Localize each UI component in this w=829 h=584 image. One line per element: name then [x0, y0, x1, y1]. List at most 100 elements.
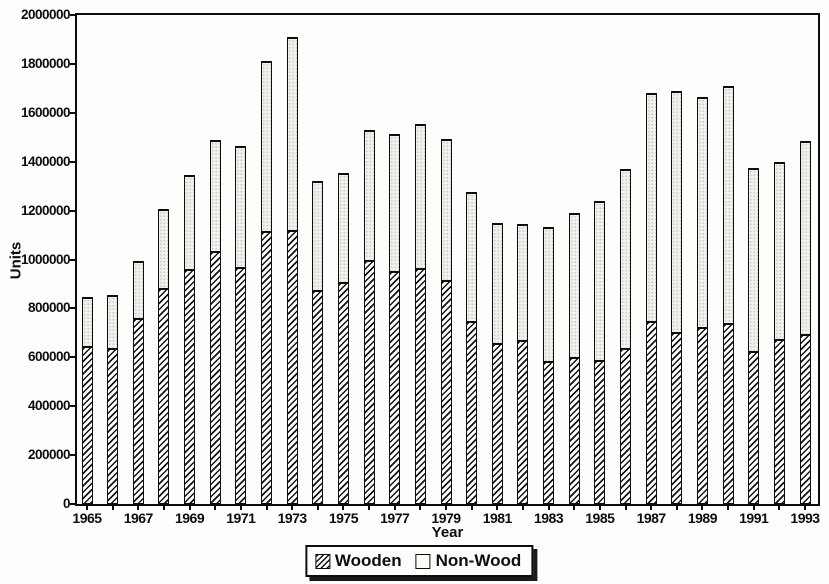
bar-segment-wooden: [440, 280, 452, 504]
y-tick-label: 600000: [27, 349, 71, 365]
x-axis-tick: [368, 506, 371, 510]
y-tick-label: 800000: [27, 300, 71, 316]
bar-segment-wooden: [209, 250, 221, 504]
x-tick-label: 1977: [380, 510, 410, 526]
x-axis-tick: [393, 506, 396, 510]
bar-segment-wooden: [286, 230, 298, 504]
stacked-bar-1971: [235, 145, 247, 504]
stacked-bar-1968: [158, 209, 170, 504]
x-axis-tick: [214, 506, 217, 510]
bar-segment-wooden: [645, 320, 657, 504]
bar-segment-wooden: [107, 347, 119, 504]
bar-segment-nonwood: [107, 294, 119, 348]
x-axis-tick: [342, 506, 345, 510]
bar-segment-nonwood: [696, 96, 708, 327]
x-axis-tick: [675, 506, 678, 510]
x-axis-tick: [239, 506, 242, 510]
x-tick-label: 1987: [636, 510, 667, 526]
bar-segment-nonwood: [414, 123, 426, 269]
bar-segment-wooden: [337, 281, 349, 504]
bar-segment-nonwood: [312, 181, 324, 291]
x-tick-label: 1967: [123, 510, 154, 526]
bar-segment-nonwood: [722, 85, 734, 324]
bar-segment-nonwood: [132, 260, 144, 319]
x-axis-tick: [316, 506, 319, 510]
y-axis-tick: [70, 160, 75, 163]
y-axis-tick: [70, 503, 75, 505]
bar-segment-nonwood: [363, 129, 375, 260]
bar-segment-nonwood: [440, 138, 452, 281]
y-tick-label: 0: [62, 496, 71, 511]
y-axis-tick: [70, 14, 75, 16]
y-axis-tick: [70, 405, 75, 408]
x-axis-tick: [188, 506, 191, 510]
stacked-bar-1976: [363, 129, 375, 504]
stacked-bar-1985: [594, 200, 606, 504]
x-axis-tick: [598, 506, 601, 510]
y-axis-tick: [70, 209, 75, 212]
stacked-bar-1965: [81, 297, 93, 504]
x-tick-label: 1983: [533, 510, 564, 526]
x-tick-label: 1965: [72, 510, 102, 526]
bar-segment-nonwood: [184, 175, 196, 270]
x-axis-tick: [752, 506, 755, 510]
legend-item-nonwood: Non-Wood: [415, 551, 522, 571]
bar-segment-nonwood: [799, 140, 811, 335]
x-axis-tick: [573, 506, 576, 510]
x-axis-tick: [419, 506, 422, 510]
legend-label-nonwood: Non-Wood: [435, 551, 522, 570]
x-axis-tick: [650, 506, 653, 510]
bar-segment-wooden: [543, 360, 555, 504]
bar-segment-wooden: [696, 326, 708, 504]
stacked-bar-1983: [543, 226, 555, 504]
legend-label-wooden: Wooden: [334, 551, 402, 570]
x-axis-tick: [137, 506, 140, 510]
bar-segment-wooden: [517, 340, 529, 504]
bar-segment-wooden: [235, 266, 247, 504]
x-axis-tick: [624, 506, 627, 510]
x-tick-label: 1971: [226, 510, 256, 526]
bar-segment-nonwood: [261, 61, 272, 232]
x-axis-tick: [496, 506, 499, 510]
bar-segment-wooden: [389, 270, 401, 504]
bar-segment-nonwood: [158, 209, 170, 288]
x-axis-tick: [701, 506, 704, 510]
y-tick-label: 1000000: [20, 251, 71, 267]
bar-segment-nonwood: [568, 213, 580, 358]
bar-segment-nonwood: [209, 139, 221, 251]
y-axis-tick: [70, 307, 75, 310]
bar-segment-nonwood: [466, 192, 478, 321]
bar-segment-nonwood: [620, 169, 631, 348]
y-axis-tick: [70, 454, 75, 457]
legend-item-wooden: Wooden: [314, 551, 402, 571]
y-axis-tick: [70, 111, 75, 114]
y-tick-label: 1200000: [20, 202, 71, 218]
stacked-bar-1986: [620, 169, 631, 504]
bar-segment-nonwood: [748, 167, 760, 352]
y-tick-label: 1800000: [20, 55, 71, 71]
bar-segment-wooden: [132, 318, 144, 504]
y-tick-label: 200000: [27, 447, 71, 463]
x-axis-tick: [265, 506, 268, 510]
stacked-bar-1987: [645, 93, 657, 504]
bar-segment-wooden: [594, 359, 606, 504]
y-axis-tick: [70, 258, 75, 261]
stacked-bar-1988: [671, 90, 683, 504]
stacked-bar-1974: [312, 181, 324, 504]
stacked-bar-1979: [440, 138, 452, 504]
x-tick-label: 1973: [277, 510, 308, 526]
x-axis-tick: [778, 506, 781, 510]
y-axis-tick: [70, 356, 75, 359]
stacked-bar-1975: [337, 172, 349, 504]
y-tick-label: 400000: [27, 398, 71, 414]
nonwood-swatch-icon: [415, 553, 431, 569]
plot-area: [75, 13, 820, 506]
stacked-bar-1977: [389, 133, 401, 504]
stacked-bar-1981: [491, 222, 503, 504]
x-axis-tick: [547, 506, 550, 510]
bar-segment-nonwood: [645, 93, 657, 321]
bar-segment-nonwood: [517, 224, 529, 341]
bar-segment-nonwood: [81, 297, 93, 347]
x-tick-label: 1985: [585, 510, 615, 526]
stacked-bar-1980: [466, 192, 478, 504]
